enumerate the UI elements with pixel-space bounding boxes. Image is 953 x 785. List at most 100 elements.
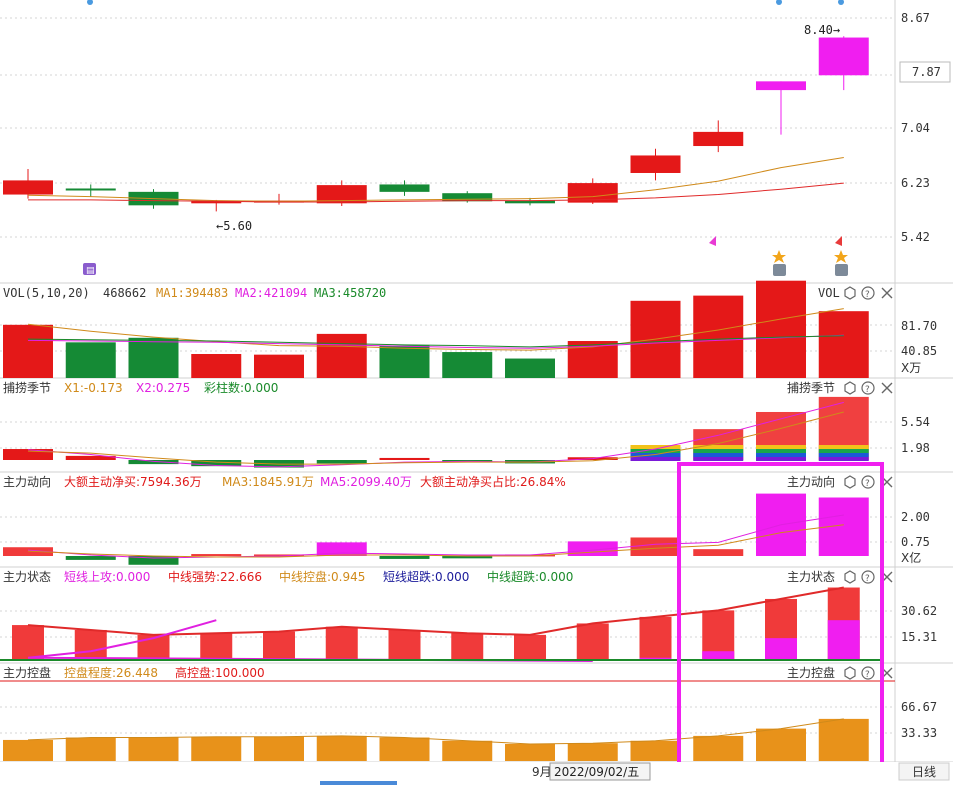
p4-bar (254, 554, 304, 557)
candle-body (379, 184, 430, 192)
price-tick-1: 8.67 (901, 11, 930, 25)
candle-body (3, 180, 53, 195)
p4-bar (65, 556, 116, 560)
p4-bar (379, 556, 430, 559)
p4-ma3-line (27, 524, 844, 558)
candle-body (191, 201, 242, 204)
help-icon-glyph: ? (865, 574, 870, 584)
p3-band (818, 453, 869, 457)
vol-bar (254, 354, 304, 378)
p5-title: 主力状态 (3, 570, 51, 584)
note-marker-icon[interactable] (835, 264, 848, 276)
p5-bar (388, 629, 421, 661)
vol-bar (191, 353, 242, 378)
p6-a: 控盘程度:26.448 (64, 665, 158, 680)
p5-d: 短线超跌:0.000 (383, 569, 469, 584)
p3-x2: X2:0.275 (136, 381, 190, 395)
vol-ma3-line (27, 335, 844, 348)
x-month-label: 9月 (532, 765, 552, 779)
help-icon-glyph: ? (865, 670, 870, 680)
help-icon[interactable] (861, 381, 875, 395)
p4-title: 主力动向 (3, 474, 51, 489)
p4-bar (693, 549, 744, 556)
p5-b: 中线强势:22.666 (168, 569, 262, 584)
help-icon[interactable] (861, 666, 875, 680)
p4-bar (442, 556, 493, 559)
p3-bar (191, 460, 242, 467)
p4-ma5-line (27, 514, 844, 559)
p5-bar (137, 634, 170, 661)
p3-bars: 彩柱数:0.000 (204, 380, 278, 395)
star-marker-icon[interactable] (772, 250, 786, 263)
svg-text:▤: ▤ (86, 266, 95, 276)
help-icon-glyph: ? (865, 385, 870, 395)
p3-bar (65, 455, 116, 460)
p3-band (693, 453, 744, 457)
p5-a: 短线上攻:0.000 (64, 570, 150, 584)
close-icon[interactable] (881, 287, 893, 299)
p6-tick-1: 66.67 (901, 700, 937, 714)
vol-bar (756, 280, 806, 378)
p6-bar (128, 737, 179, 761)
p4-bar (3, 547, 53, 556)
p6-tag: 主力控盘 (787, 665, 835, 680)
flag-marker-icon[interactable] (835, 236, 842, 246)
p4-bar (630, 537, 681, 556)
price-ma-line (27, 157, 844, 202)
p3-band (818, 457, 869, 461)
p3-band (693, 449, 744, 453)
candle-body (316, 185, 367, 204)
vol-ma3: MA3:458720 (314, 286, 386, 300)
news-marker-icon[interactable] (83, 263, 96, 275)
p5-bar (74, 629, 107, 661)
p6-bar (3, 739, 53, 761)
vol-bar (818, 311, 869, 378)
p3-band (818, 449, 869, 453)
event-dot-icon[interactable] (838, 0, 844, 5)
p6-title: 主力控盘 (3, 665, 51, 680)
settings-icon[interactable] (844, 381, 856, 395)
p6-bar (316, 735, 367, 761)
event-dot-icon[interactable] (87, 0, 93, 5)
settings-icon[interactable] (844, 666, 856, 680)
p4-tick-2: 0.75 (901, 535, 930, 549)
star-marker-icon[interactable] (834, 250, 848, 263)
help-icon[interactable] (861, 286, 875, 300)
vol-tick-1: 81.70 (901, 319, 937, 333)
vol-bar (3, 324, 53, 378)
help-icon[interactable] (861, 475, 875, 489)
note-marker-icon[interactable] (773, 264, 786, 276)
p3-tick-1: 5.54 (901, 415, 930, 429)
settings-icon[interactable] (844, 475, 856, 489)
p5-tick-1: 30.62 (901, 604, 937, 618)
p6-b: 高控盘:100.000 (175, 665, 265, 680)
price-tick-current: 7.87 (912, 65, 941, 79)
p5-tick-2: 15.31 (901, 630, 937, 644)
period-selector[interactable] (898, 762, 950, 781)
candle-body (65, 188, 116, 191)
p5-bar-overlay (765, 638, 797, 661)
vol-bar (379, 345, 430, 378)
p4-c: MA5:2099.40万 (320, 475, 412, 489)
p3-x1: X1:-0.173 (64, 381, 123, 395)
p4-a: 大额主动净买:7594.36万 (64, 475, 202, 489)
event-dot-icon[interactable] (776, 0, 782, 5)
help-icon[interactable] (861, 570, 875, 584)
settings-icon[interactable] (844, 570, 856, 584)
close-icon[interactable] (881, 382, 893, 394)
price-ma-line (28, 182, 844, 203)
p5-bar (514, 634, 546, 661)
p4-bar (128, 556, 179, 565)
p6-line (27, 718, 844, 745)
p3-band (756, 457, 806, 461)
p3-tag: 捕捞季节 (787, 380, 835, 395)
vol-bar (128, 337, 179, 378)
p5-bar (451, 633, 484, 661)
settings-icon[interactable] (844, 286, 856, 300)
flag-marker-icon[interactable] (709, 236, 716, 246)
p4-bar (567, 541, 618, 556)
p5-tag: 主力状态 (787, 570, 835, 584)
period-label[interactable]: 日线 (912, 765, 936, 779)
p3-title: 捕捞季节 (3, 380, 51, 395)
vol-tick-2: 40.85 (901, 344, 937, 358)
